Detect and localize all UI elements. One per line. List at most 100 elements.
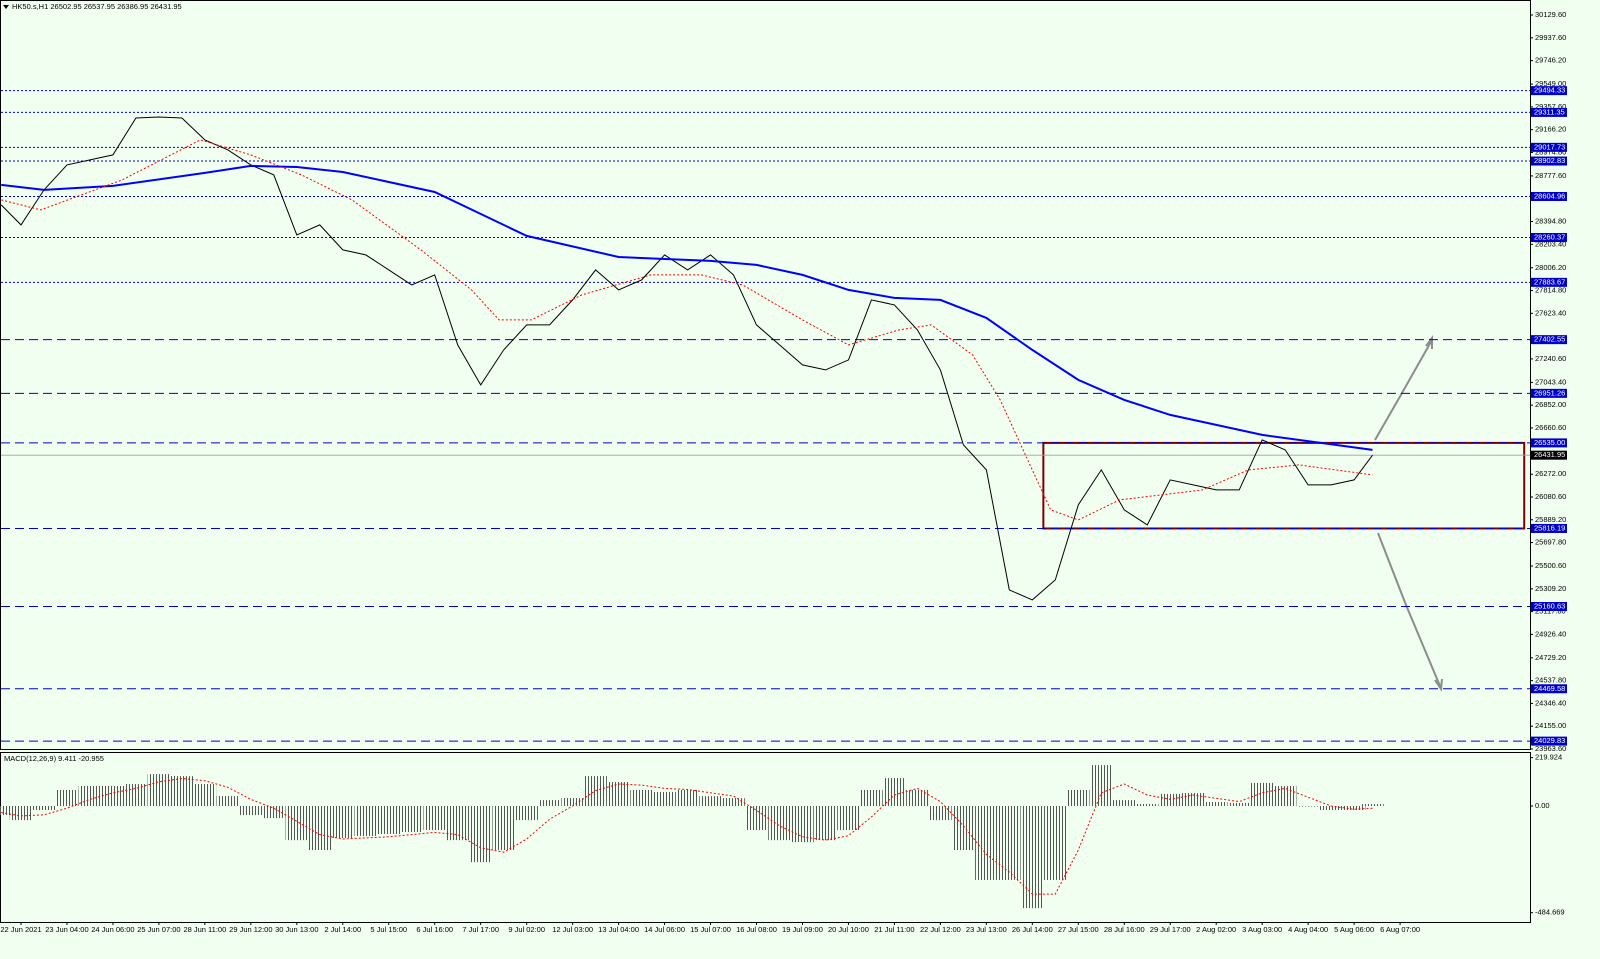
level-label-box: [1531, 156, 1567, 166]
level-label-box: [1531, 602, 1567, 612]
macd-bar: [699, 796, 722, 807]
y-tick-label: 27043.40: [1535, 377, 1566, 386]
macd-bar: [423, 806, 446, 831]
x-tick-label: 22 Jul 12:00: [920, 925, 961, 934]
macd-bar: [354, 806, 378, 836]
level-label: 26951.26: [1534, 388, 1565, 397]
macd-bar: [1044, 806, 1067, 880]
x-tick-label: 9 Jul 02:00: [508, 925, 545, 934]
macd-bar: [1135, 804, 1159, 807]
y-tick-label: 23963.60: [1535, 744, 1566, 753]
x-tick-label: 6 Aug 07:00: [1380, 925, 1420, 934]
x-tick-label: 22 Jun 2021: [0, 925, 41, 934]
macd-frame: [0, 752, 1531, 923]
y-tick-label: 24926.40: [1535, 629, 1566, 638]
x-tick-label: 27 Jul 15:00: [1058, 925, 1099, 934]
macd-bar: [929, 806, 952, 821]
macd-bar: [55, 789, 79, 807]
macd-bar: [331, 806, 355, 838]
macd-bar: [1158, 793, 1182, 807]
level-label: 29311.35: [1534, 107, 1565, 116]
macd-bar: [216, 796, 240, 807]
arrow-down: [1377, 532, 1441, 687]
moving-average: [1, 139, 1373, 521]
level-label: 25816.19: [1534, 523, 1565, 532]
y-tick-label: 29549.00: [1535, 79, 1566, 88]
arrow-down-head: [1434, 678, 1443, 692]
level-label-box: [1531, 335, 1567, 345]
x-tick-label: 23 Jun 04:00: [45, 925, 88, 934]
level-label-box: [1531, 233, 1567, 243]
y-tick-label: 28974.80: [1535, 147, 1566, 156]
macd-bar: [1319, 806, 1343, 810]
x-tick-label: 21 Jul 11:00: [874, 925, 914, 934]
level-label-box: [1531, 736, 1567, 746]
macd-bar: [492, 806, 515, 851]
x-tick-label: 15 Jul 07:00: [690, 925, 731, 934]
level-label: 27883.67: [1534, 277, 1565, 286]
macd-bar: [1181, 793, 1205, 807]
x-tick-label: 28 Jul 16:00: [1104, 925, 1145, 934]
x-tick-label: 20 Jul 10:00: [828, 925, 869, 934]
level-label: 25160.63: [1534, 601, 1565, 610]
x-tick-label: 12 Jul 03:00: [552, 925, 593, 934]
macd-bar: [837, 806, 860, 831]
y-tick-label: 28203.40: [1535, 239, 1566, 248]
macd-bar: [78, 786, 102, 807]
x-tick-label: 2 Jul 14:00: [324, 925, 361, 934]
x-tick-label: 5 Aug 06:00: [1334, 925, 1374, 934]
macd-bar: [906, 789, 929, 807]
x-tick-label: 7 Jul 17:00: [462, 925, 499, 934]
level-label: 28902.83: [1534, 156, 1565, 165]
y-tick-label: 25500.60: [1535, 561, 1566, 570]
x-tick-label: 28 Jun 11:00: [183, 925, 226, 934]
y-tick-label: 26660.60: [1535, 423, 1566, 432]
x-tick-label: 25 Jun 07:00: [137, 925, 180, 934]
macd-bar: [101, 786, 125, 807]
macd-bar: [975, 806, 998, 880]
macd-bar: [1113, 800, 1136, 807]
level-label-box: [1531, 684, 1567, 694]
level-label-box: [1531, 388, 1567, 398]
y-tick-label: 25889.20: [1535, 515, 1566, 524]
macd-bar: [676, 789, 699, 807]
macd-bar: [515, 806, 538, 821]
x-tick-label: 13 Jul 04:00: [598, 925, 639, 934]
symbol-menu-icon[interactable]: [3, 5, 9, 9]
macd-bar: [653, 791, 676, 807]
macd-bar: [538, 800, 561, 807]
level-label-box: [1531, 107, 1567, 117]
macd-bar: [814, 806, 837, 841]
level-label: 28604.96: [1534, 191, 1565, 200]
y-tick-label: 29357.60: [1535, 102, 1566, 111]
level-label: 24029.83: [1534, 736, 1565, 745]
y-tick-label: -484.669: [1535, 908, 1565, 917]
y-tick-label: 24729.20: [1535, 653, 1566, 662]
x-tick-label: 4 Aug 04:00: [1288, 925, 1328, 934]
macd-bar: [1227, 802, 1251, 807]
macd-bar: [1021, 806, 1044, 909]
x-tick-label: 24 Jun 06:00: [91, 925, 134, 934]
macd-bar: [1090, 765, 1113, 807]
macd-bar: [0, 806, 13, 816]
y-tick-label: 27623.40: [1535, 308, 1566, 317]
macd-bar: [630, 789, 653, 807]
arrow-up-head: [1425, 335, 1433, 349]
x-tick-label: 26 Jul 14:00: [1012, 925, 1053, 934]
macd-bar: [377, 806, 401, 834]
macd-bar: [285, 806, 309, 841]
level-label: 28260.37: [1534, 232, 1565, 241]
macd-bar: [860, 789, 883, 807]
macd-bar: [998, 806, 1021, 880]
macd-bar: [147, 774, 171, 807]
level-label: 29017.73: [1534, 142, 1565, 151]
macd-bar: [124, 784, 148, 807]
price-line: [0, 116, 1373, 601]
y-tick-label: 27814.80: [1535, 286, 1566, 295]
y-tick-label: 29937.60: [1535, 33, 1566, 42]
macd-bar: [561, 798, 584, 807]
macd-bar: [1361, 804, 1384, 807]
x-tick-label: 6 Jul 16:00: [416, 925, 453, 934]
level-label-box: [1531, 86, 1567, 96]
